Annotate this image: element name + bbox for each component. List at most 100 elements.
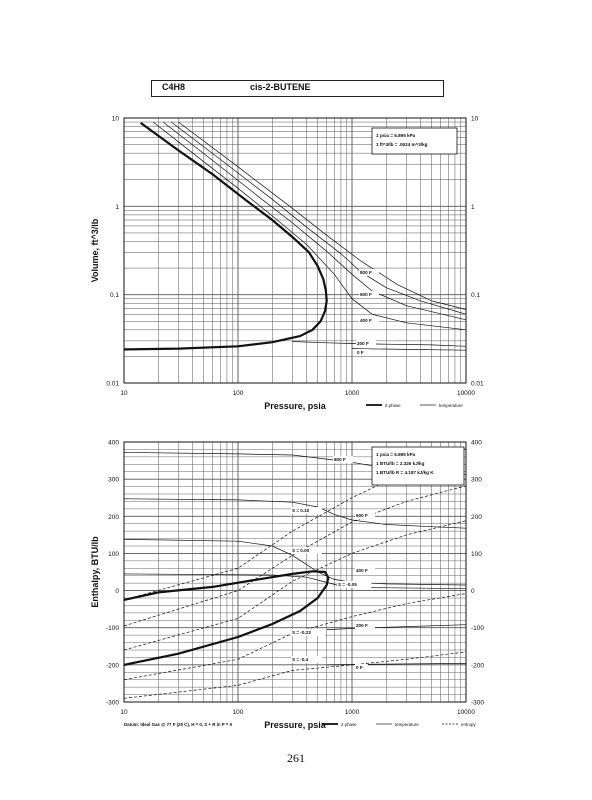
two-phase-curve: [124, 570, 330, 666]
curve-label: 800 F: [360, 270, 372, 275]
legend-label: 2 phase: [385, 403, 401, 408]
legend-label: temperature: [439, 403, 463, 408]
annotation-bg: [291, 507, 322, 514]
temperature-curve: [351, 348, 466, 351]
annotation-bg: [291, 547, 322, 554]
y-tick-label-left: 0.1: [110, 292, 119, 299]
y-tick-label-right: 0.01: [471, 381, 484, 388]
y-tick-label-right: 200: [471, 514, 482, 521]
curve-label: 600 F: [356, 513, 368, 518]
annotation-bg: [359, 269, 379, 276]
y-tick-label-right: -200: [471, 662, 484, 669]
curve-label: 400 F: [360, 318, 372, 323]
annotation-bg: [359, 317, 379, 324]
y-tick-label-left: 1: [115, 204, 119, 211]
y-tick-label-left: -100: [106, 625, 119, 632]
annotation-bg: [356, 340, 376, 347]
datum-footnote: Datum: Ideal Gas @ 77 F (25 C), H = 0, S…: [124, 722, 233, 727]
entropy-curve: [124, 520, 466, 651]
y-tick-label-left: 400: [108, 440, 119, 447]
x-axis-label: Pressure, psia: [264, 720, 327, 730]
entropy-curve: [124, 651, 466, 699]
curve-label: 400 F: [356, 568, 368, 573]
curve-label: S = -0.23: [292, 630, 311, 635]
y-tick-label-right: 0.1: [471, 292, 480, 299]
legend-label: 2 phase: [341, 722, 357, 727]
y-tick-label-left: 200: [108, 514, 119, 521]
entropy-curve: [124, 593, 466, 681]
info-box-line: 1 psia = 6.895 kPa: [376, 133, 416, 138]
x-tick-label: 100: [233, 390, 244, 397]
curve-label: 0 F: [357, 350, 364, 355]
annotation-bg: [356, 349, 369, 356]
info-box-line: 1 BTU/lb R = 4.187 kJ/kg K: [376, 470, 434, 475]
info-box-line: 1 psia = 6.895 kPa: [376, 452, 416, 457]
annotation-bg: [291, 656, 322, 663]
temperature-curve: [124, 573, 466, 590]
y-tick-label-left: 100: [108, 551, 119, 558]
y-tick-label-right: 10: [471, 116, 479, 123]
y-tick-label-left: 0.01: [106, 381, 119, 388]
temperature-curve: [326, 663, 466, 666]
x-axis-label: Pressure, psia: [264, 401, 327, 411]
x-tick-label: 10: [120, 390, 128, 397]
y-tick-label-left: 0: [115, 588, 119, 595]
plot-frame: [123, 117, 467, 384]
curve-label: S = 0.10: [292, 508, 310, 513]
temperature-curve: [292, 341, 466, 347]
x-tick-label: 1000: [345, 390, 360, 397]
y-tick-label-right: -100: [471, 625, 484, 632]
annotation-bg: [355, 567, 375, 574]
curve-label: 600 F: [360, 292, 372, 297]
curve-label: 200 F: [357, 341, 369, 346]
compound-name: cis-2-BUTENE: [250, 82, 311, 92]
y-tick-label-right: 1: [471, 204, 475, 211]
temperature-curve: [124, 498, 466, 529]
annotation-bg: [355, 512, 375, 519]
curve-label: 200 F: [356, 623, 368, 628]
y-tick-label-right: 0: [471, 588, 475, 595]
two-phase-curve: [124, 122, 328, 351]
y-axis-label: Enthalpy, BTU/lb: [90, 536, 100, 608]
y-tick-label-right: -300: [471, 700, 484, 707]
temperature-curve: [326, 624, 466, 630]
title-box: C4H8 cis-2-BUTENE: [151, 80, 444, 97]
curve-label: S = -0.4: [292, 657, 309, 662]
annotation-bg: [337, 581, 372, 588]
y-axis-label: Volume, ft^3/lb: [90, 218, 100, 282]
y-tick-label-right: 400: [471, 440, 482, 447]
temperature-curve: [152, 121, 466, 331]
chart-figure: 10 100 1000 100001010.10.011010.10.01Pressu…: [90, 116, 484, 731]
chemical-formula: C4H8: [162, 82, 186, 92]
legend-label: temperature: [395, 722, 419, 727]
annotation-bg: [359, 291, 379, 298]
temperature-curve: [171, 121, 466, 315]
info-box: [371, 127, 458, 155]
x-tick-label: 100: [233, 709, 244, 716]
legend-label: entropy: [461, 722, 476, 727]
annotation-bg: [355, 622, 375, 629]
curve-label: S = 0.00: [292, 548, 310, 553]
y-tick-label-left: 300: [108, 477, 119, 484]
page-number: 261: [287, 751, 305, 765]
x-tick-label: 10000: [457, 390, 475, 397]
plot-frame: [123, 441, 467, 703]
temperature-curve: [178, 121, 466, 310]
y-tick-label-left: -300: [106, 700, 119, 707]
y-tick-label-left: 10: [112, 116, 120, 123]
info-box: [371, 446, 465, 486]
annotation-bg: [291, 629, 326, 636]
curve-label: 0 F: [356, 665, 363, 670]
y-tick-label-right: 100: [471, 551, 482, 558]
entropy-curve: [124, 485, 466, 627]
x-tick-label: 10000: [457, 709, 475, 716]
annotation-bg: [333, 456, 353, 463]
temperature-curve: [162, 121, 466, 321]
x-tick-label: 1000: [345, 709, 360, 716]
info-box-line: 1 ft^3/lb = .0624 m^3/kg: [376, 142, 428, 147]
info-box-line: 1 BTU/lb = 2.326 kJ/kg: [376, 461, 425, 466]
curve-label: S = -0.05: [338, 582, 357, 587]
y-tick-label-left: -200: [106, 662, 119, 669]
y-tick-label-right: 300: [471, 477, 482, 484]
annotation-bg: [355, 664, 368, 671]
